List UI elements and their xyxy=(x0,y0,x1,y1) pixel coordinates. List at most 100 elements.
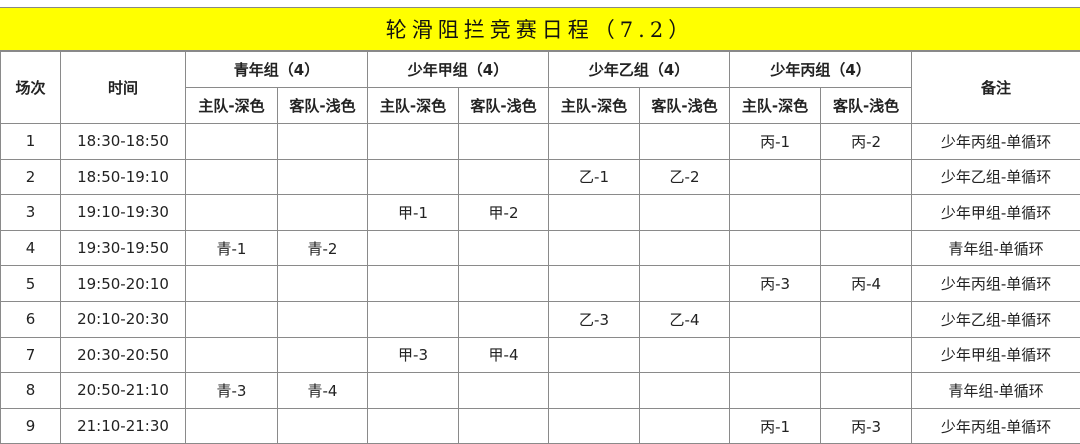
team-cell xyxy=(730,337,821,373)
team-cell xyxy=(186,159,278,195)
team-cell xyxy=(549,337,640,373)
team-cell xyxy=(186,266,278,302)
time-cell: 20:10-20:30 xyxy=(61,301,186,337)
team-cell: 乙-3 xyxy=(549,301,640,337)
team-cell: 甲-2 xyxy=(459,195,549,231)
team-cell xyxy=(821,301,912,337)
header-remarks: 备注 xyxy=(912,52,1080,124)
remarks-cell: 少年甲组-单循环 xyxy=(912,337,1080,373)
team-cell: 丙-2 xyxy=(821,124,912,160)
time-cell: 18:30-18:50 xyxy=(61,124,186,160)
team-cell xyxy=(368,373,459,409)
team-cell xyxy=(278,195,368,231)
match-no-cell: 2 xyxy=(1,159,61,195)
team-cell xyxy=(821,159,912,195)
time-cell: 18:50-19:10 xyxy=(61,159,186,195)
team-cell xyxy=(368,124,459,160)
team-cell xyxy=(459,373,549,409)
team-cell xyxy=(730,301,821,337)
team-cell xyxy=(186,301,278,337)
team-cell xyxy=(730,373,821,409)
team-cell: 青-4 xyxy=(278,373,368,409)
team-cell: 丙-4 xyxy=(821,266,912,302)
team-cell: 青-2 xyxy=(278,230,368,266)
team-cell xyxy=(821,337,912,373)
team-cell: 乙-4 xyxy=(640,301,730,337)
team-cell xyxy=(640,266,730,302)
schedule-table: 场次 时间 青年组（4） 少年甲组（4） 少年乙组（4） 少年丙组（4） 备注 … xyxy=(0,51,1080,444)
match-no-cell: 7 xyxy=(1,337,61,373)
team-cell: 乙-1 xyxy=(549,159,640,195)
team-cell xyxy=(549,408,640,444)
remarks-cell: 青年组-单循环 xyxy=(912,373,1080,409)
schedule-title: 轮滑阻拦竞赛日程（7.2） xyxy=(0,7,1080,51)
match-no-cell: 6 xyxy=(1,301,61,337)
team-cell: 青-3 xyxy=(186,373,278,409)
match-no-cell: 5 xyxy=(1,266,61,302)
team-cell xyxy=(459,159,549,195)
team-cell xyxy=(640,195,730,231)
header-group: 青年组（4） xyxy=(186,52,368,88)
header-home: 主队-深色 xyxy=(549,88,640,124)
header-time: 时间 xyxy=(61,52,186,124)
team-cell xyxy=(459,266,549,302)
team-cell: 甲-1 xyxy=(368,195,459,231)
header-away: 客队-浅色 xyxy=(278,88,368,124)
team-cell: 丙-3 xyxy=(821,408,912,444)
team-cell xyxy=(549,195,640,231)
team-cell: 丙-1 xyxy=(730,124,821,160)
remarks-cell: 少年丙组-单循环 xyxy=(912,266,1080,302)
match-no-cell: 8 xyxy=(1,373,61,409)
header-away: 客队-浅色 xyxy=(459,88,549,124)
team-cell xyxy=(549,266,640,302)
time-cell: 19:10-19:30 xyxy=(61,195,186,231)
schedule: 轮滑阻拦竞赛日程（7.2） 场次 时间 青年组（4） 少年甲组（4） 少年乙组（… xyxy=(0,7,1080,444)
team-cell xyxy=(730,159,821,195)
team-cell xyxy=(368,266,459,302)
team-cell: 甲-4 xyxy=(459,337,549,373)
team-cell xyxy=(186,337,278,373)
team-cell: 甲-3 xyxy=(368,337,459,373)
time-cell: 20:30-20:50 xyxy=(61,337,186,373)
team-cell xyxy=(730,195,821,231)
team-cell xyxy=(186,195,278,231)
remarks-cell: 少年丙组-单循环 xyxy=(912,124,1080,160)
team-cell xyxy=(821,195,912,231)
team-cell xyxy=(278,124,368,160)
match-no-cell: 9 xyxy=(1,408,61,444)
header-match-no: 场次 xyxy=(1,52,61,124)
time-cell: 21:10-21:30 xyxy=(61,408,186,444)
header-home: 主队-深色 xyxy=(186,88,278,124)
team-cell xyxy=(549,373,640,409)
time-cell: 19:50-20:10 xyxy=(61,266,186,302)
header-group: 少年甲组（4） xyxy=(368,52,549,88)
remarks-cell: 少年甲组-单循环 xyxy=(912,195,1080,231)
remarks-cell: 少年丙组-单循环 xyxy=(912,408,1080,444)
match-no-cell: 1 xyxy=(1,124,61,160)
team-cell: 乙-2 xyxy=(640,159,730,195)
team-cell xyxy=(278,337,368,373)
team-cell xyxy=(186,408,278,444)
team-cell xyxy=(730,230,821,266)
team-cell xyxy=(459,408,549,444)
team-cell xyxy=(640,337,730,373)
team-cell xyxy=(368,408,459,444)
match-no-cell: 4 xyxy=(1,230,61,266)
team-cell xyxy=(640,230,730,266)
team-cell xyxy=(549,124,640,160)
team-cell xyxy=(459,301,549,337)
header-away: 客队-浅色 xyxy=(821,88,912,124)
team-cell xyxy=(821,373,912,409)
time-cell: 19:30-19:50 xyxy=(61,230,186,266)
team-cell xyxy=(821,230,912,266)
header-away: 客队-浅色 xyxy=(640,88,730,124)
